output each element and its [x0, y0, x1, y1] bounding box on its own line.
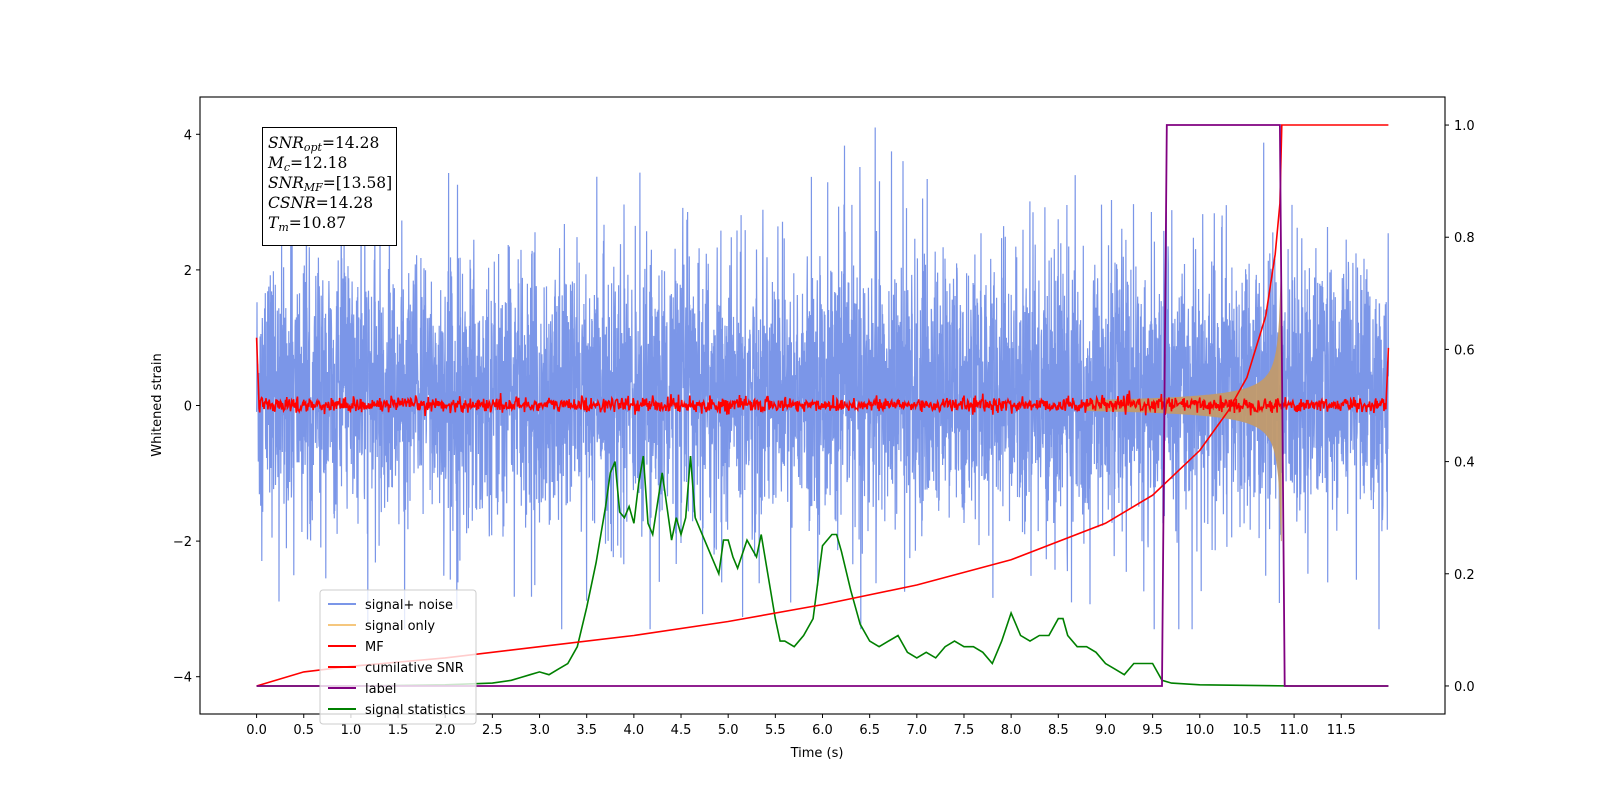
snr-mf-symbol: SNR — [268, 174, 304, 192]
series-label-line — [256, 124, 1389, 687]
legend-entry-label: signal only — [365, 619, 435, 634]
y2-tick-label: 0.2 — [1454, 568, 1475, 583]
x-tick-label: 1.0 — [341, 723, 362, 738]
x-axis-label: Time (s) — [790, 746, 844, 761]
y2-tick-label: 0.8 — [1454, 231, 1475, 246]
snr-opt-subscript: opt — [303, 141, 322, 154]
x-tick-label: 3.5 — [576, 723, 597, 738]
annotation-box: SNRopt=14.28 Mc=12.18 SNRMF=[13.58] CSNR… — [262, 127, 397, 246]
x-tick-label: 6.5 — [859, 723, 880, 738]
x-tick-label: 0.5 — [293, 723, 314, 738]
x-tick-label: 2.0 — [435, 723, 456, 738]
y-tick-label: 2 — [184, 264, 192, 279]
x-tick-label: 8.0 — [1001, 723, 1022, 738]
y-axis-label: Whitened strain — [150, 353, 165, 456]
plot-area — [255, 124, 1390, 687]
mc-annotation: Mc=12.18 — [268, 153, 396, 173]
tm-symbol: T — [268, 214, 279, 232]
y2-tick-label: 0.4 — [1454, 456, 1475, 471]
y-tick-label: 4 — [184, 128, 192, 143]
x-tick-label: 4.5 — [671, 723, 692, 738]
legend-box — [319, 589, 477, 725]
x-tick-label: 11.0 — [1280, 723, 1309, 738]
series-signal-noise-line — [256, 127, 1389, 630]
legend-entry-label: label — [365, 682, 396, 697]
legend-entry-label: signal+ noise — [365, 598, 453, 613]
mc-symbol: M — [268, 154, 284, 172]
x-tick-label: 7.5 — [954, 723, 975, 738]
x-tick-label: 7.0 — [906, 723, 927, 738]
y-tick-label: 0 — [184, 400, 192, 415]
series-signal-statistics-line — [256, 455, 1389, 687]
snr-mf-subscript: MF — [303, 181, 323, 194]
y-tick-label: −4 — [173, 671, 192, 686]
x-tick-label: 10.0 — [1185, 723, 1214, 738]
snr-mf-annotation: SNRMF=[13.58] — [268, 173, 396, 193]
legend-entry-label: MF — [365, 640, 384, 655]
x-tick-label: 4.0 — [624, 723, 645, 738]
axes: 0.0 0.5 1.0 1.5 2.0 2.5 3.0 3.5 4.0 4.5 5.0 5.5 6.0 6… — [173, 96, 1475, 738]
legend-entry-label: signal statistics — [365, 703, 466, 718]
x-tick-label: 5.0 — [718, 723, 739, 738]
snr-opt-value: =14.28 — [321, 134, 380, 152]
y2-tick-label: 1.0 — [1454, 119, 1475, 134]
legend-entry-label: cumilative SNR — [365, 661, 464, 676]
mc-subscript: c — [283, 161, 291, 174]
csnr-value: =14.28 — [315, 194, 374, 212]
x-tick-label: 9.0 — [1095, 723, 1116, 738]
x-tick-label: 6.0 — [812, 723, 833, 738]
x-tick-label: 1.5 — [388, 723, 409, 738]
x-tick-label: 11.5 — [1327, 723, 1356, 738]
x-tick-label: 8.5 — [1048, 723, 1069, 738]
series-mf-line — [255, 337, 1390, 417]
snr-mf-value: =[13.58] — [322, 174, 393, 192]
csnr-symbol: CSNR — [268, 194, 316, 212]
x-tick-label: 0.0 — [246, 723, 267, 738]
x-tick-label: 10.5 — [1232, 723, 1261, 738]
mc-value: =12.18 — [290, 154, 348, 172]
legend: signal+ noise signal only MF cumilative SNR… — [319, 589, 477, 725]
tm-value: =10.87 — [288, 214, 347, 232]
x-tick-label: 2.5 — [482, 723, 503, 738]
tm-annotation: Tm=10.87 — [268, 213, 396, 233]
csnr-annotation: CSNR=14.28 — [268, 193, 396, 213]
y2-tick-label: 0.0 — [1454, 680, 1475, 695]
tm-subscript: m — [278, 221, 289, 234]
x-tick-label: 9.5 — [1142, 723, 1163, 738]
snr-opt-symbol: SNR — [268, 134, 304, 152]
x-tick-label: 5.5 — [765, 723, 786, 738]
y2-tick-label: 0.6 — [1454, 343, 1475, 358]
snr-opt-annotation: SNRopt=14.28 — [268, 133, 396, 153]
x-tick-label: 3.0 — [529, 723, 550, 738]
y-tick-label: −2 — [173, 535, 192, 550]
